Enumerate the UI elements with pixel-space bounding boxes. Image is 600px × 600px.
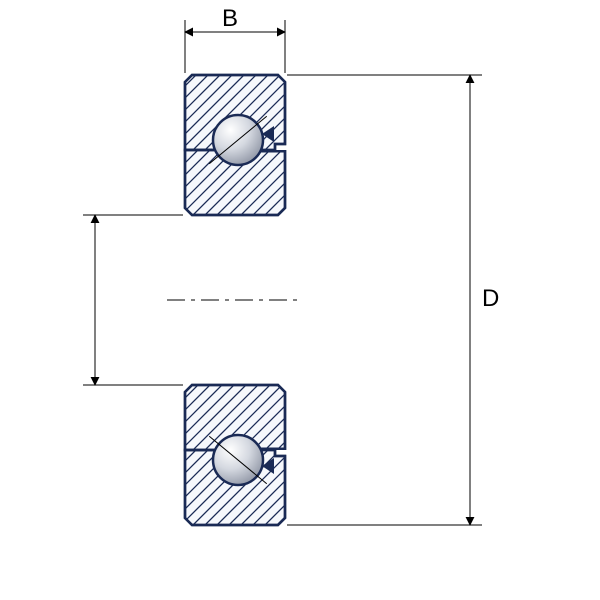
bearing-cross-section: B D [0,0,600,600]
dimension-D: D [287,75,499,525]
upper-section [0,0,600,335]
dimension-D-label: D [482,285,499,312]
dimension-B: B [185,5,285,73]
dimension-B-label: B [222,5,238,32]
lower-section [0,265,600,600]
